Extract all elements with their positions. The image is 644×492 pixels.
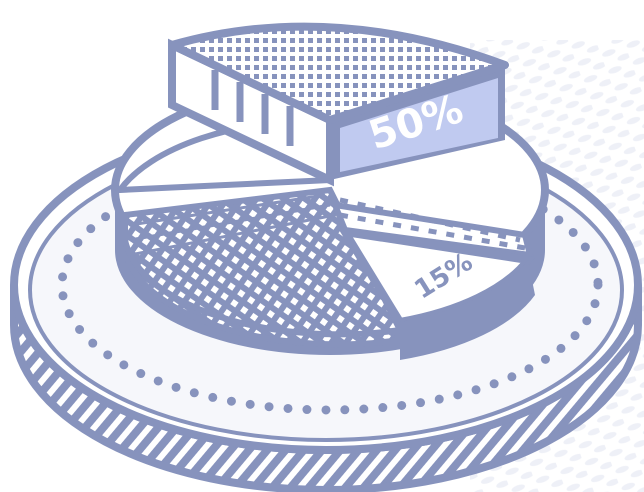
slice-15: 15% [337,226,536,360]
slice-50: 50% [168,22,509,187]
